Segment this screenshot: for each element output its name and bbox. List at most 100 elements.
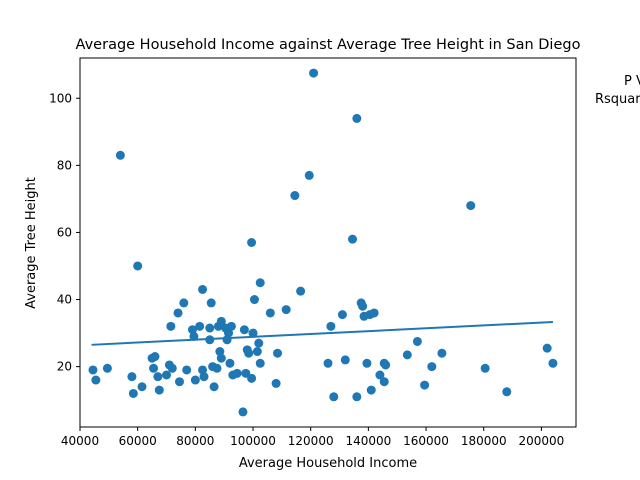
data-point-32	[209, 382, 219, 392]
data-point-55	[254, 338, 264, 348]
data-point-28	[205, 323, 215, 333]
data-point-3	[115, 150, 125, 160]
data-point-36	[216, 353, 226, 363]
data-point-68	[329, 392, 339, 402]
data-point-62	[290, 191, 300, 201]
data-point-51	[248, 328, 258, 338]
trendline	[91, 321, 553, 346]
data-point-15	[166, 321, 176, 331]
data-point-80	[369, 308, 379, 318]
data-point-18	[174, 377, 184, 387]
data-point-92	[502, 387, 512, 397]
plot-area-frame	[79, 57, 577, 428]
x-axis-ticks: 40000 60000 80000 100000 120000 140000 160000 1…	[61, 427, 564, 448]
data-point-10	[150, 352, 160, 362]
data-point-54	[252, 347, 262, 357]
data-point-40	[224, 328, 234, 338]
trendline-layer	[91, 321, 553, 346]
data-point-52	[247, 373, 257, 383]
data-point-0	[88, 365, 98, 375]
data-point-75	[358, 301, 368, 311]
data-point-89	[437, 348, 447, 358]
data-point-20	[182, 365, 192, 375]
data-point-65	[309, 68, 319, 78]
chart-title: Average Household Income against Average…	[76, 37, 581, 53]
x-tick-label: 140000	[345, 434, 391, 448]
data-point-69	[337, 310, 347, 320]
data-point-25	[198, 284, 208, 294]
data-point-66	[323, 358, 333, 368]
data-point-72	[352, 113, 362, 123]
y-tick-label: 100	[49, 91, 72, 105]
y-tick-label: 60	[57, 225, 72, 239]
x-axis-label: Average Household Income	[239, 456, 417, 471]
data-point-70	[340, 355, 350, 365]
data-point-35	[215, 347, 225, 357]
data-point-27	[199, 372, 209, 382]
data-point-13	[162, 370, 172, 380]
data-point-87	[420, 380, 430, 390]
data-point-53	[249, 295, 259, 305]
data-point-11	[153, 372, 163, 382]
data-point-37	[216, 316, 226, 326]
data-point-12	[154, 385, 164, 395]
data-point-33	[212, 363, 222, 373]
data-point-58	[265, 308, 275, 318]
data-point-67	[326, 321, 336, 331]
data-point-2	[102, 363, 112, 373]
data-point-73	[352, 392, 362, 402]
data-point-77	[362, 358, 372, 368]
data-point-6	[133, 261, 143, 271]
annotation-rsquared: Rsquar	[595, 92, 640, 107]
data-point-9	[149, 363, 159, 373]
y-tick-label: 80	[57, 158, 72, 172]
data-point-1	[91, 375, 101, 385]
y-tick-label: 20	[57, 360, 72, 374]
data-point-5	[128, 388, 138, 398]
data-point-91	[480, 363, 490, 373]
data-point-59	[271, 378, 281, 388]
data-point-94	[548, 358, 558, 368]
data-point-63	[296, 286, 306, 296]
data-point-88	[427, 362, 437, 372]
data-point-16	[167, 363, 177, 373]
data-point-85	[402, 350, 412, 360]
data-point-45	[238, 407, 248, 417]
data-point-24	[195, 321, 205, 331]
data-point-44	[232, 368, 242, 378]
data-point-93	[542, 343, 552, 353]
data-point-26	[198, 365, 208, 375]
data-point-64	[304, 170, 314, 180]
data-point-56	[255, 278, 265, 288]
data-point-4	[127, 372, 137, 382]
x-tick-label: 100000	[230, 434, 276, 448]
y-tick-label: 40	[57, 293, 72, 307]
x-tick-label: 200000	[518, 434, 564, 448]
data-point-84	[381, 360, 391, 370]
data-point-61	[281, 305, 291, 315]
annotation-p-value: P V	[624, 74, 640, 89]
data-point-79	[366, 385, 376, 395]
data-point-41	[225, 358, 235, 368]
data-point-49	[244, 348, 254, 358]
data-point-83	[379, 377, 389, 387]
data-point-23	[190, 375, 200, 385]
x-tick-label: 80000	[176, 434, 214, 448]
y-axis-label: Average Tree Height	[24, 177, 39, 309]
data-point-17	[173, 308, 183, 318]
data-point-86	[412, 336, 422, 346]
y-axis-ticks: 20 40 60 80 100	[49, 91, 80, 374]
data-points	[88, 68, 558, 417]
data-point-30	[206, 298, 216, 308]
x-tick-label: 180000	[461, 434, 507, 448]
data-point-42	[226, 321, 236, 331]
data-point-46	[239, 325, 249, 335]
x-tick-label: 160000	[403, 434, 449, 448]
data-point-7	[137, 382, 147, 392]
data-point-60	[273, 348, 283, 358]
x-tick-label: 120000	[288, 434, 334, 448]
data-point-81	[375, 370, 385, 380]
data-point-19	[179, 298, 189, 308]
